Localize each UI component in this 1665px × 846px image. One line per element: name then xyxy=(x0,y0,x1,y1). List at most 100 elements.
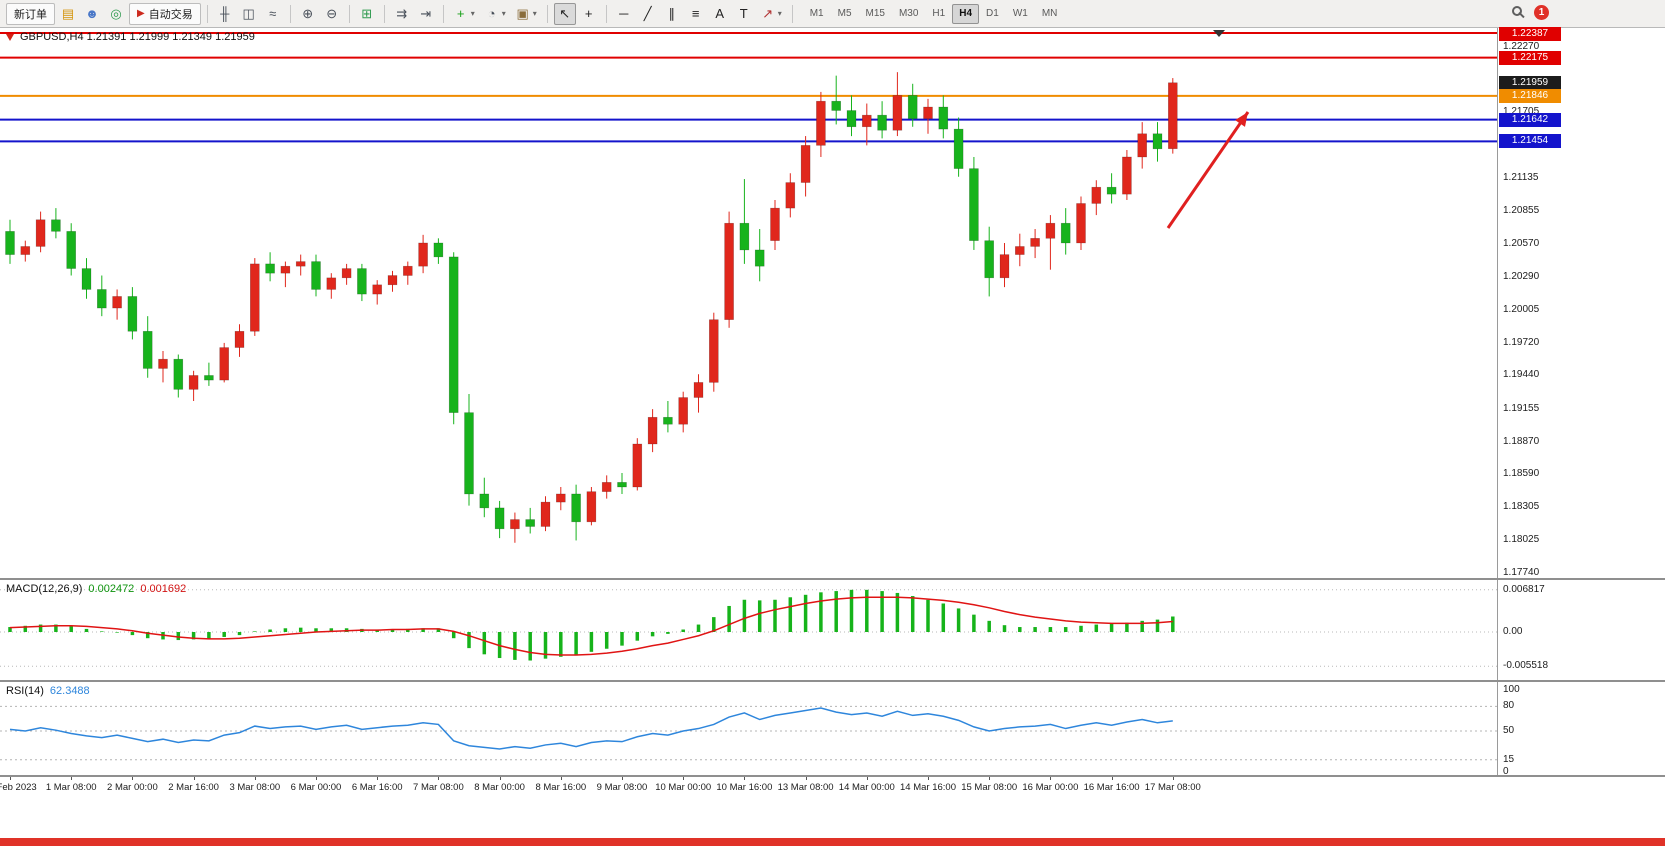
macd-axis-label: 0.00 xyxy=(1503,626,1523,637)
price-tag: 1.21642 xyxy=(1499,112,1561,127)
toolbar-separator xyxy=(289,4,291,23)
fibonacci-tool-icon[interactable]: ≡ xyxy=(691,6,700,21)
time-axis-label: 14 Mar 16:00 xyxy=(900,782,956,793)
rsi-name: RSI(14) xyxy=(6,685,44,697)
search-icon[interactable] xyxy=(1512,3,1522,21)
candlestick-chart-icon[interactable]: ◫ xyxy=(242,5,255,21)
price-axis-label: 1.18305 xyxy=(1503,501,1540,513)
notification-badge[interactable]: 1 xyxy=(1534,4,1549,20)
chevron-down-icon[interactable]: ▾ xyxy=(501,9,506,18)
zoom-out-icon[interactable]: ⊖ xyxy=(326,5,338,21)
autotrading-icon: ▶ xyxy=(137,8,145,19)
bar-chart-icon[interactable]: ╫ xyxy=(220,6,230,21)
panel-separator[interactable] xyxy=(0,680,1665,682)
macd-axis: 0.006817 0.00 -0.005518 xyxy=(1497,580,1665,680)
time-axis-label: 28 Feb 2023 xyxy=(0,782,37,793)
time-axis-label: 13 Mar 08:00 xyxy=(777,782,834,793)
chart-panel[interactable]: GBPUSD,H4 1.21391 1.21999 1.21349 1.2195… xyxy=(0,27,1665,578)
trendline-tool-icon[interactable]: ╱ xyxy=(643,5,652,21)
time-axis-label: 16 Mar 16:00 xyxy=(1083,782,1140,793)
time-axis-label: 14 Mar 00:00 xyxy=(838,782,895,793)
horizontal-line-tool-icon[interactable]: ─ xyxy=(619,6,629,21)
macd-panel[interactable]: MACD(12,26,9) 0.002472 0.001692 0.006817… xyxy=(0,580,1665,680)
price-axis-label: 1.19720 xyxy=(1503,336,1540,348)
timeframe-h4[interactable]: H4 xyxy=(952,3,980,24)
time-tick xyxy=(377,777,379,780)
new-order-button[interactable]: 新订单 xyxy=(6,2,55,25)
chevron-down-icon[interactable]: ▾ xyxy=(470,9,475,18)
toolbar-separator xyxy=(791,4,793,23)
price-axis-label: 1.18590 xyxy=(1503,468,1540,480)
macd-label: MACD(12,26,9) 0.002472 0.001692 xyxy=(6,583,186,595)
autotrading-button[interactable]: ▶ 自动交易 xyxy=(129,2,201,25)
crosshair-icon[interactable]: + xyxy=(584,6,593,21)
text-tool-icon[interactable]: A xyxy=(715,6,725,21)
rsi-axis-label: 50 xyxy=(1503,725,1515,736)
time-axis-label: 2 Mar 00:00 xyxy=(107,782,158,793)
price-axis-label: 1.20005 xyxy=(1503,303,1540,315)
time-axis-label: 3 Mar 08:00 xyxy=(229,782,281,793)
time-axis-label: 7 Mar 08:00 xyxy=(413,782,464,793)
time-axis-label: 15 Mar 08:00 xyxy=(961,782,1018,793)
periods-clock-icon[interactable]: ◔ xyxy=(487,6,496,21)
time-axis[interactable]: 28 Feb 2023 1 Mar 08:00 2 Mar 00:00 2 Mar 1… xyxy=(0,777,1665,797)
time-axis-label: 10 Mar 16:00 xyxy=(716,782,773,793)
timeframe-w1[interactable]: W1 xyxy=(1012,8,1028,19)
timeframe-h1[interactable]: H1 xyxy=(932,8,946,19)
time-tick xyxy=(1050,777,1052,780)
time-axis-label: 1 Mar 08:00 xyxy=(45,782,97,793)
macd-name: MACD(12,26,9) xyxy=(6,583,83,595)
candlestick-chart[interactable] xyxy=(0,28,1497,578)
price-axis-label: 1.20290 xyxy=(1503,270,1540,282)
toolbar-separator xyxy=(442,4,444,23)
chart-shift-icon[interactable]: ⇥ xyxy=(420,5,432,21)
time-axis-label: 6 Mar 16:00 xyxy=(351,782,403,793)
tile-windows-icon[interactable]: ⊞ xyxy=(361,5,373,21)
time-tick xyxy=(254,777,256,780)
price-axis[interactable]: 1.22270 1.21705 1.21135 1.20855 1.20570 1.202… xyxy=(1497,27,1665,578)
magnifier-glyph xyxy=(1512,6,1522,16)
panel-separator[interactable] xyxy=(0,578,1665,580)
line-chart-icon[interactable]: ≈ xyxy=(269,6,277,21)
templates-icon[interactable]: ▣ xyxy=(516,5,529,21)
rsi-axis-label: 100 xyxy=(1503,684,1520,695)
rsi-label: RSI(14) 62.3488 xyxy=(6,685,90,697)
price-axis-label: 1.20570 xyxy=(1503,238,1540,250)
label-tool-icon[interactable]: T xyxy=(739,6,748,21)
channel-tool-icon[interactable]: ∥ xyxy=(668,5,675,21)
rsi-axis: 100 80 50 15 0 xyxy=(1497,682,1665,777)
price-tag: 1.22387 xyxy=(1499,27,1561,41)
new-chart-icon[interactable]: ▤ xyxy=(61,5,75,21)
price-axis-label: 1.20855 xyxy=(1503,205,1540,216)
timeframe-m15[interactable]: M15 xyxy=(865,8,885,19)
time-axis-label: 16 Mar 00:00 xyxy=(1022,782,1079,793)
timeframe-mn[interactable]: MN xyxy=(1041,8,1058,19)
time-tick xyxy=(10,777,11,780)
community-icon[interactable]: ◎ xyxy=(110,5,122,21)
auto-scroll-icon[interactable]: ⇉ xyxy=(396,5,408,21)
annotation-arrow xyxy=(1166,111,1250,229)
arrows-tool-icon[interactable]: ↗ xyxy=(762,5,774,21)
timeframe-m5[interactable]: M5 xyxy=(837,8,852,19)
rsi-chart xyxy=(0,705,1497,761)
toolbar-separator xyxy=(605,4,607,23)
panel-separator[interactable] xyxy=(0,775,1665,777)
timeframe-m1[interactable]: M1 xyxy=(809,8,824,19)
price-tag: 1.21454 xyxy=(1499,134,1561,149)
time-axis-label: 2 Mar 16:00 xyxy=(168,782,219,793)
timeframe-d1[interactable]: D1 xyxy=(986,8,999,19)
toolbar-right-cluster: 1 xyxy=(1512,3,1549,21)
timeframe-m30[interactable]: M30 xyxy=(898,8,919,19)
profile-icon[interactable]: ☻ xyxy=(85,6,99,21)
rsi-axis-label: 80 xyxy=(1503,700,1515,712)
chevron-down-icon[interactable]: ▾ xyxy=(532,9,537,18)
time-tick xyxy=(193,777,195,780)
zoom-in-icon[interactable]: ⊕ xyxy=(302,5,314,21)
cursor-icon[interactable]: ↖ xyxy=(553,2,576,25)
rsi-panel[interactable]: RSI(14) 62.3488 100 80 50 15 0 xyxy=(0,682,1665,777)
indicators-add-icon[interactable]: + xyxy=(456,6,465,21)
time-axis-label: 9 Mar 08:00 xyxy=(596,782,648,793)
chart-shift-marker xyxy=(1213,30,1225,37)
symbol-ohlc-text: GBPUSD,H4 1.21391 1.21999 1.21349 1.2195… xyxy=(20,31,255,43)
chevron-down-icon[interactable]: ▾ xyxy=(777,9,782,18)
